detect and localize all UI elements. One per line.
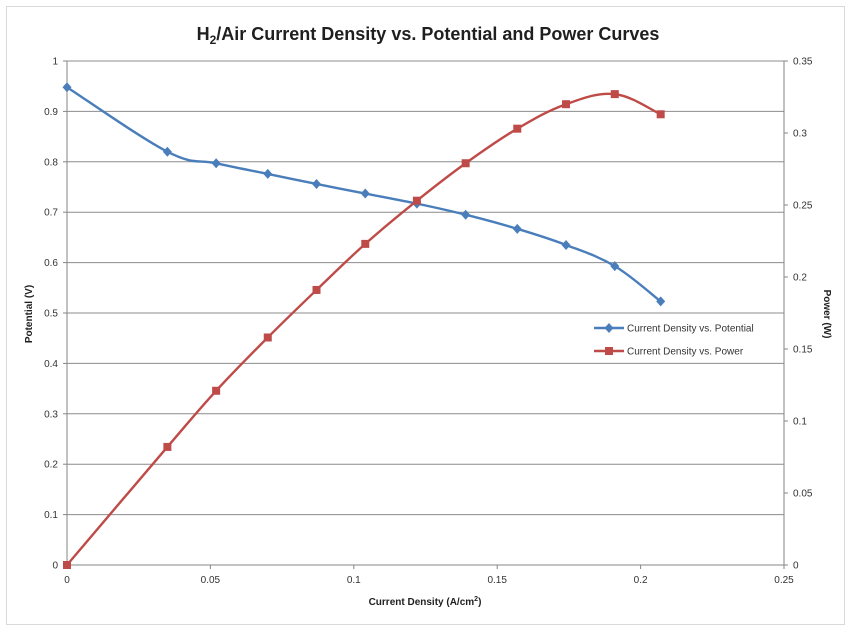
left-tick-label: 0.1 — [44, 510, 58, 521]
left-tick-label: 0.8 — [44, 157, 58, 168]
point-power — [361, 239, 370, 248]
chart-title: H2/Air Current Density vs. Potential and… — [197, 24, 660, 47]
point-potential — [162, 146, 172, 157]
left-tick-label: 0.3 — [44, 409, 58, 420]
right-tick-label: 0.3 — [793, 129, 807, 140]
point-power — [163, 442, 172, 451]
point-potential — [360, 188, 370, 199]
x-tick-label: 0.2 — [634, 575, 648, 586]
right-tick-label: 0.1 — [793, 417, 807, 428]
right-tick-label: 0.15 — [793, 345, 813, 356]
x-axis-label: Current Density (A/cm2) — [369, 596, 482, 608]
series-layer — [62, 82, 666, 569]
point-power — [610, 90, 619, 99]
x-axis-ticks: 0 0.05 0.1 0.15 0.2 0.25 — [64, 575, 794, 586]
point-power — [312, 285, 321, 294]
series-line-power — [66, 92, 662, 566]
left-tick-label: 0 — [52, 561, 58, 572]
point-power — [513, 124, 522, 133]
right-tick-label: 0.35 — [793, 57, 813, 68]
right-axis-ticks: 0 0.05 0.1 0.15 0.2 0.25 0.3 0.35 — [793, 57, 813, 572]
y-axis-right-label: Power (W) — [821, 290, 832, 339]
point-potential — [263, 168, 273, 179]
point-power — [656, 110, 665, 119]
title-main: H — [197, 24, 210, 44]
left-tick-label: 0.2 — [44, 460, 58, 471]
point-potential — [610, 261, 620, 272]
title-subscript: 2 — [210, 33, 217, 47]
right-tick-label: 0.05 — [793, 489, 813, 500]
point-power — [212, 386, 221, 395]
right-tick-label: 0.2 — [793, 273, 807, 284]
point-potential — [62, 82, 72, 93]
point-power — [562, 100, 571, 109]
legend-label-potential: Current Density vs. Potential — [627, 324, 754, 335]
x-axis-label-end: ) — [478, 597, 481, 608]
point-power — [263, 333, 272, 342]
legend-label-power: Current Density vs. Power — [627, 347, 744, 358]
title-rest: /Air Current Density vs. Potential and P… — [216, 24, 659, 44]
legend-marker-potential — [604, 323, 614, 333]
point-power — [63, 561, 71, 569]
left-tick-label: 0.9 — [44, 107, 58, 118]
x-tick-label: 0 — [64, 575, 70, 586]
x-tick-label: 0.1 — [347, 575, 361, 586]
axes — [63, 60, 788, 569]
point-potential — [561, 239, 571, 250]
left-axis-ticks: 0 0.1 0.2 0.3 0.4 0.5 0.6 0.7 0.8 0.9 1 — [44, 57, 58, 572]
point-power — [461, 159, 470, 168]
point-potential — [211, 158, 221, 169]
x-tick-label: 0.15 — [487, 575, 507, 586]
gridlines — [67, 60, 784, 516]
point-power — [412, 196, 421, 205]
x-axis-label-main: Current Density (A/cm — [369, 597, 475, 608]
point-potential — [461, 209, 471, 220]
legend-marker-power — [605, 347, 613, 355]
left-tick-label: 0.5 — [44, 309, 58, 320]
point-potential — [656, 296, 666, 307]
chart-frame — [6, 6, 845, 625]
left-tick-label: 0.6 — [44, 258, 58, 269]
x-tick-label: 0.05 — [201, 575, 221, 586]
point-potential — [312, 178, 322, 189]
legend: Current Density vs. Potential Current Den… — [594, 323, 754, 358]
x-axis-label-sup: 2 — [474, 596, 478, 603]
left-tick-label: 0.4 — [44, 359, 58, 370]
right-tick-label: 0 — [793, 561, 799, 572]
left-tick-label: 0.7 — [44, 208, 58, 219]
right-tick-label: 0.25 — [793, 201, 813, 212]
point-potential — [512, 223, 522, 234]
left-tick-label: 1 — [52, 57, 58, 68]
y-axis-left-label: Potential (V) — [24, 285, 35, 343]
x-tick-label: 0.25 — [774, 575, 794, 586]
